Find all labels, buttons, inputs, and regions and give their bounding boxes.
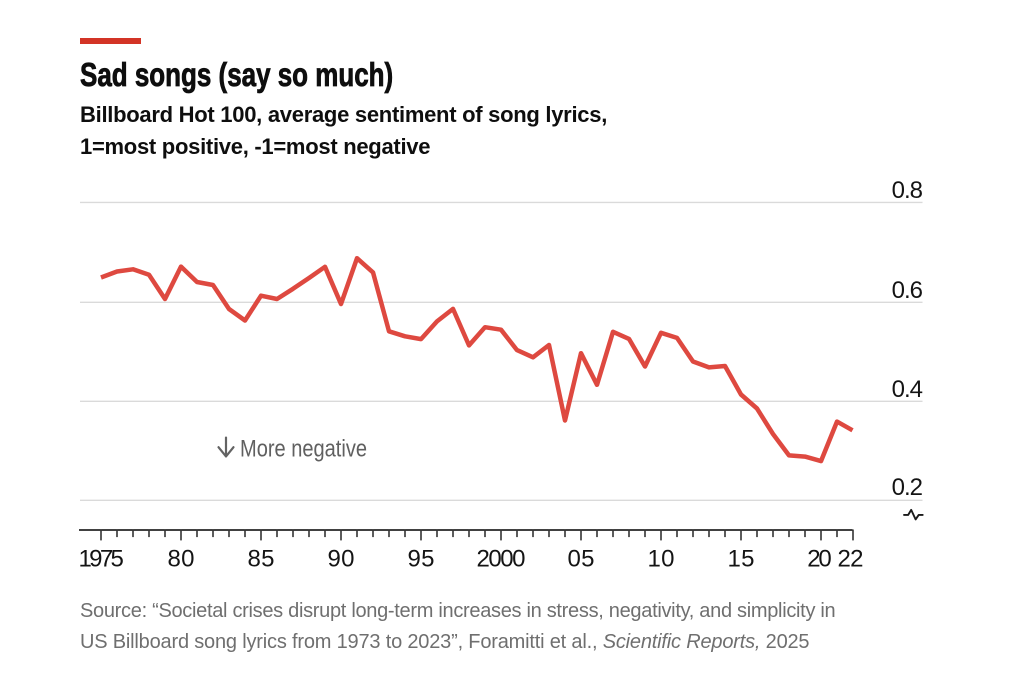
svg-text:95: 95 xyxy=(408,546,435,573)
svg-text:0.4: 0.4 xyxy=(892,376,923,403)
svg-text:22: 22 xyxy=(838,546,864,573)
svg-text:05: 05 xyxy=(568,546,595,573)
svg-text:15: 15 xyxy=(728,546,755,573)
svg-text:0.8: 0.8 xyxy=(892,177,923,204)
svg-text:0.6: 0.6 xyxy=(892,277,923,304)
svg-text:2000: 2000 xyxy=(477,546,526,573)
svg-text:1975: 1975 xyxy=(78,546,123,573)
svg-text:More negative: More negative xyxy=(240,435,367,462)
svg-text:85: 85 xyxy=(248,546,275,573)
svg-text:20: 20 xyxy=(807,546,832,573)
svg-text:10: 10 xyxy=(648,546,675,573)
svg-text:80: 80 xyxy=(168,546,195,573)
svg-text:0.2: 0.2 xyxy=(892,474,923,501)
svg-text:90: 90 xyxy=(328,546,355,573)
